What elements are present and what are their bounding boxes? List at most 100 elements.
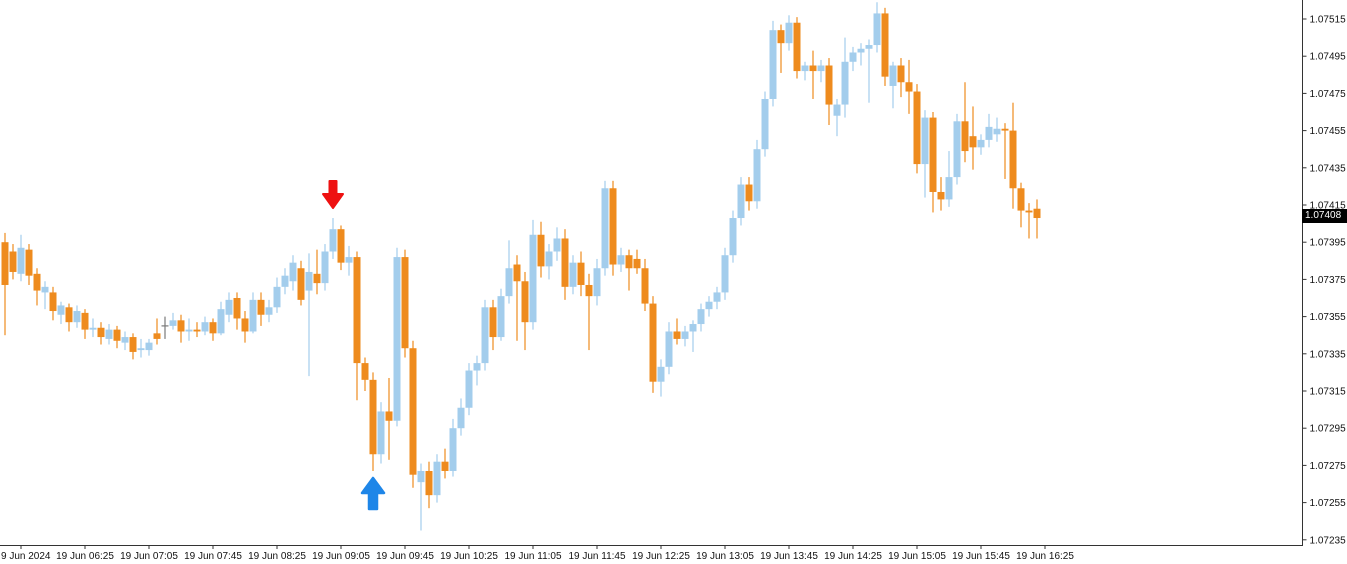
candle-body <box>617 255 625 265</box>
candle-body <box>289 262 297 282</box>
candle-body <box>577 262 585 285</box>
candle-body <box>513 264 521 282</box>
candle-body <box>385 411 393 421</box>
candle-body <box>745 184 753 202</box>
candle-body <box>1017 188 1025 211</box>
candle-body <box>297 268 305 300</box>
candle-body <box>441 461 449 471</box>
candle-body <box>737 184 745 219</box>
candle-body <box>193 329 201 332</box>
price-tick-label: 1.07315 <box>1310 387 1347 398</box>
candle-body <box>1025 210 1033 213</box>
candle-body <box>649 303 657 382</box>
candle-body <box>241 318 249 332</box>
candle-body <box>249 299 257 332</box>
time-tick-label: 19 Jun 13:05 <box>696 551 754 562</box>
candle-body <box>817 65 825 72</box>
candle-body <box>625 255 633 269</box>
candle-body <box>697 309 705 325</box>
price-tick-label: 1.07295 <box>1310 424 1347 435</box>
candle-body <box>97 327 105 338</box>
candle-body <box>217 309 225 334</box>
candle-body <box>305 271 313 291</box>
candle-body <box>417 470 425 483</box>
candle-body <box>49 292 57 312</box>
sell-arrow-icon <box>322 180 344 210</box>
candle-body <box>833 104 841 116</box>
candle-body <box>761 98 769 150</box>
candle-body <box>185 329 193 332</box>
candle-body <box>873 13 881 46</box>
candle-body <box>361 363 369 380</box>
candle-body <box>337 229 345 263</box>
time-tick-label: 19 Jun 09:45 <box>376 551 434 562</box>
candle-body <box>33 273 41 291</box>
price-tick-label: 1.07355 <box>1310 312 1347 323</box>
candle-body <box>633 258 641 269</box>
candle-body <box>681 331 689 339</box>
candle-body <box>265 307 273 315</box>
candle-body <box>329 229 337 252</box>
candle-body <box>641 268 649 304</box>
candle-body <box>753 149 761 202</box>
candle-body <box>897 65 905 83</box>
price-tick-label: 1.07475 <box>1310 89 1347 100</box>
candle-body <box>65 307 73 323</box>
candle-body <box>857 48 865 53</box>
candle-body <box>353 257 361 364</box>
candle-body <box>785 22 793 44</box>
candle-body <box>113 329 121 341</box>
candle-body <box>177 320 185 332</box>
candle-body <box>321 251 329 284</box>
candle-body <box>545 251 553 267</box>
candle-body <box>465 370 473 408</box>
price-tick-label: 1.07415 <box>1310 201 1347 212</box>
candle-body <box>865 45 873 49</box>
candle-body <box>105 329 113 339</box>
candle-body <box>225 299 233 315</box>
candle-body <box>345 257 353 263</box>
candle-body <box>553 238 561 252</box>
time-tick-label: 19 Jun 15:05 <box>888 551 946 562</box>
time-tick-label: 19 Jun 14:25 <box>824 551 882 562</box>
candle-body <box>89 327 97 330</box>
candle-body <box>1033 208 1041 219</box>
candle-body <box>665 331 673 367</box>
time-tick-label: 19 Jun 06:25 <box>56 551 114 562</box>
candle-body <box>985 126 993 140</box>
time-tick-label: 19 Jun 15:45 <box>952 551 1010 562</box>
candle-body <box>209 322 217 334</box>
candle-body <box>977 139 985 148</box>
candle-body <box>841 61 849 105</box>
candle-body <box>593 268 601 297</box>
time-tick-label: 19 Jun 07:05 <box>120 551 178 562</box>
candle-body <box>849 52 857 62</box>
candle-body <box>953 121 961 178</box>
candle-body <box>1 242 9 285</box>
candle-body <box>273 286 281 308</box>
candle-body <box>473 363 481 371</box>
candle-body <box>313 273 321 284</box>
time-tick-label: 19 Jun 08:25 <box>248 551 306 562</box>
candle-body <box>809 65 817 72</box>
candle-body <box>993 128 1001 135</box>
time-tick-label: 19 Jun 11:05 <box>504 551 562 562</box>
candle-body <box>457 407 465 429</box>
price-tick-label: 1.07435 <box>1310 163 1347 174</box>
candle-body <box>121 337 129 343</box>
candle-body <box>961 121 969 152</box>
candle-body <box>25 249 33 276</box>
price-tick-label: 1.07375 <box>1310 275 1347 286</box>
candle-body <box>929 117 937 192</box>
candle-body <box>721 255 729 293</box>
candle-body <box>257 299 265 315</box>
buy-arrow-icon <box>360 476 386 511</box>
candle-body <box>825 65 833 105</box>
candle-body <box>609 188 617 265</box>
candle-body <box>561 238 569 287</box>
candle-body <box>129 337 137 352</box>
candle-body <box>729 218 737 256</box>
candle-body <box>489 307 497 338</box>
